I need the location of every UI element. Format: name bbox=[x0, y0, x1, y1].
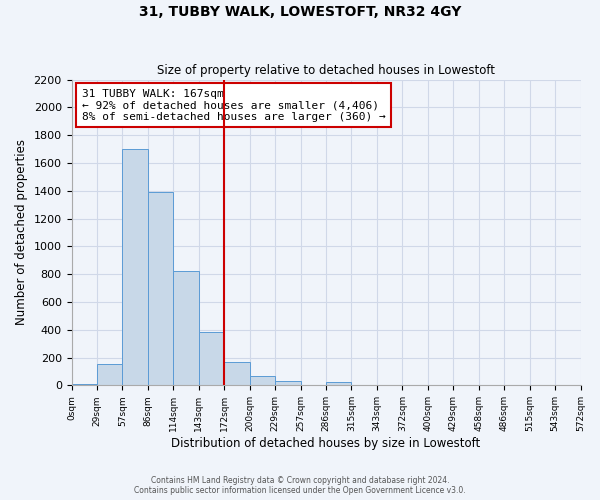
Bar bbox=[71, 384, 97, 386]
Bar bbox=[97, 364, 122, 386]
Y-axis label: Number of detached properties: Number of detached properties bbox=[15, 140, 28, 326]
Bar bbox=[173, 270, 199, 386]
Bar bbox=[224, 362, 250, 386]
Title: Size of property relative to detached houses in Lowestoft: Size of property relative to detached ho… bbox=[157, 64, 495, 77]
X-axis label: Distribution of detached houses by size in Lowestoft: Distribution of detached houses by size … bbox=[172, 437, 481, 450]
Bar bbox=[275, 381, 301, 386]
Bar bbox=[122, 149, 148, 386]
Bar bbox=[199, 332, 224, 386]
Bar bbox=[326, 382, 352, 386]
Bar bbox=[148, 192, 173, 386]
Text: 31, TUBBY WALK, LOWESTOFT, NR32 4GY: 31, TUBBY WALK, LOWESTOFT, NR32 4GY bbox=[139, 5, 461, 19]
Text: Contains HM Land Registry data © Crown copyright and database right 2024.
Contai: Contains HM Land Registry data © Crown c… bbox=[134, 476, 466, 495]
Text: 31 TUBBY WALK: 167sqm
← 92% of detached houses are smaller (4,406)
8% of semi-de: 31 TUBBY WALK: 167sqm ← 92% of detached … bbox=[82, 88, 385, 122]
Bar bbox=[250, 376, 275, 386]
